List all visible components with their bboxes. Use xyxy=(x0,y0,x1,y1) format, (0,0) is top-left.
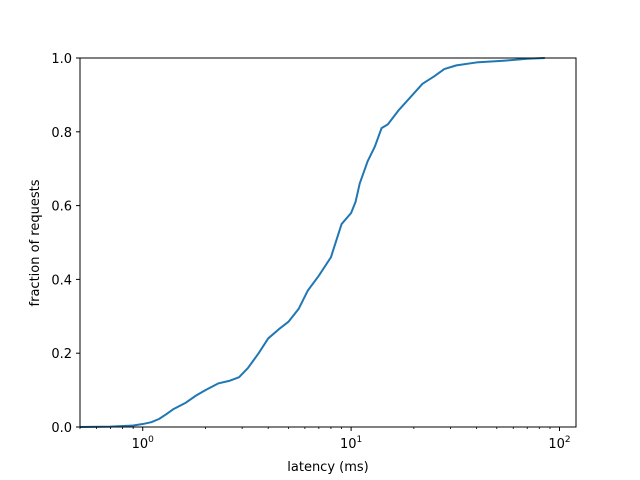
y-tick-label: 0.8 xyxy=(51,126,72,141)
y-tick-label: 0.6 xyxy=(51,200,72,215)
plot-area: 0.0 0.2 0.4 0.6 0.8 1.0 100 101 102 xyxy=(51,52,577,452)
y-tick-label: 0.4 xyxy=(51,273,72,288)
y-tick-label: 1.0 xyxy=(51,52,72,67)
y-axis-label: fraction of requests xyxy=(28,179,43,306)
x-tick-label: 102 xyxy=(548,435,570,452)
y-tick-label: 0.2 xyxy=(51,347,72,362)
x-tick-label: 101 xyxy=(340,435,362,452)
x-tick-label: 100 xyxy=(132,435,155,452)
plot-frame xyxy=(79,57,577,428)
x-axis-label: latency (ms) xyxy=(287,460,368,475)
cdf-line xyxy=(79,57,545,428)
y-tick-label: 0.0 xyxy=(51,421,72,436)
